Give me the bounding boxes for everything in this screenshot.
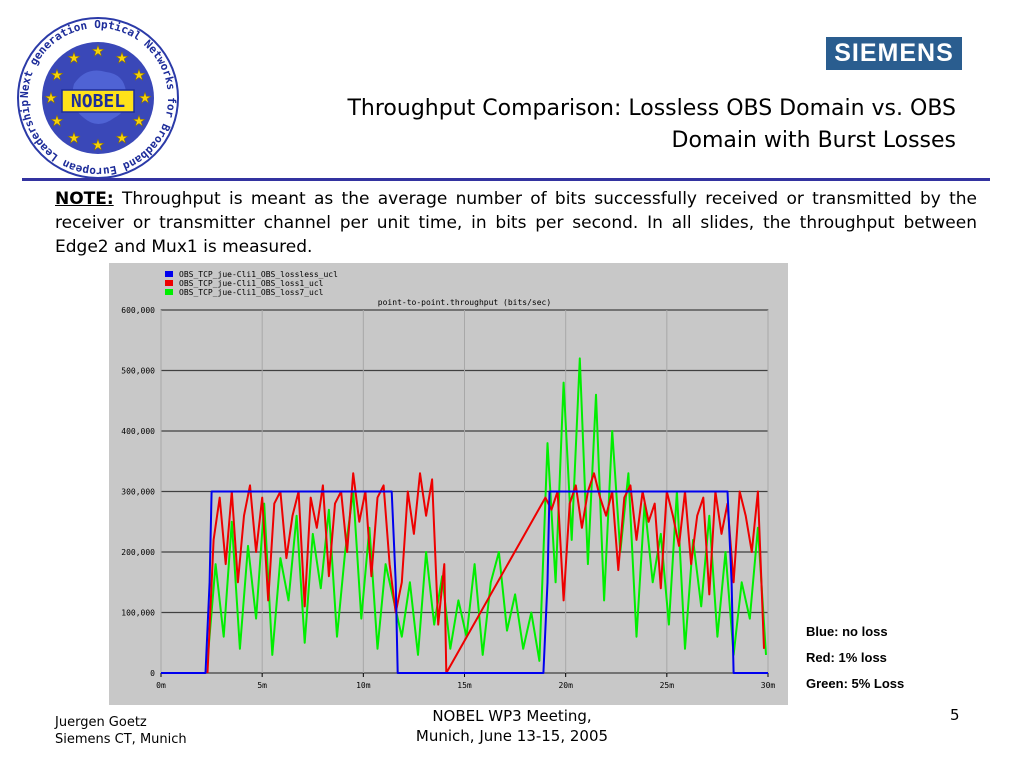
title-divider xyxy=(22,178,990,181)
legend-red: Red: 1% loss xyxy=(806,650,887,665)
x-tick-label: 5m xyxy=(257,681,267,690)
footer-meeting: NOBEL WP3 Meeting, xyxy=(432,707,592,725)
x-tick-label: 10m xyxy=(356,681,371,690)
series-line-0 xyxy=(161,490,768,674)
svg-text:★: ★ xyxy=(132,112,145,130)
nobel-logo: Next generation Optical Networks for Bro… xyxy=(17,17,179,179)
footer-meeting-block: NOBEL WP3 Meeting, Munich, June 13-15, 2… xyxy=(362,706,662,746)
chart-svg: 0 100,000 200,000 300,000 400,000 500,000 600,… xyxy=(109,263,788,705)
siemens-logo: SIEMENS xyxy=(826,37,962,70)
logo-stars: ★ ★ ★ ★ ★ ★ ★ ★ ★ ★ ★ ★ xyxy=(44,42,152,155)
slide-title-line2: Domain with Burst Losses xyxy=(671,128,956,153)
y-tick-label: 400,000 xyxy=(121,427,155,436)
note-paragraph: NOTE: Throughput is meant as the average… xyxy=(55,187,977,259)
legend-green: Green: 5% Loss xyxy=(806,676,905,691)
svg-text:★: ★ xyxy=(91,42,104,60)
x-tick-label: 30m xyxy=(761,681,776,690)
svg-text:★: ★ xyxy=(50,66,63,84)
y-tick-label: 300,000 xyxy=(121,488,155,497)
svg-text:★: ★ xyxy=(67,129,80,147)
loss-legend: Blue: no loss Red: 1% loss Green: 5% Los… xyxy=(806,622,904,700)
svg-text:★: ★ xyxy=(115,129,128,147)
slide-title-line1: Throughput Comparison: Lossless OBS Doma… xyxy=(347,96,956,121)
svg-text:★: ★ xyxy=(132,66,145,84)
x-tick-label: 25m xyxy=(660,681,675,690)
slide-title: Throughput Comparison: Lossless OBS Doma… xyxy=(236,93,956,157)
note-label: NOTE: xyxy=(55,189,114,209)
svg-text:★: ★ xyxy=(67,49,80,67)
y-tick-label: 500,000 xyxy=(121,367,155,376)
footer-place-date: Munich, June 13-15, 2005 xyxy=(415,727,609,745)
logo-center-text: NOBEL xyxy=(71,91,125,112)
throughput-chart: 0 100,000 200,000 300,000 400,000 500,000 600,… xyxy=(109,263,788,705)
svg-text:★: ★ xyxy=(50,112,63,130)
svg-text:★: ★ xyxy=(91,136,104,154)
x-tick-label: 0m xyxy=(156,681,166,690)
legend-blue: Blue: no loss xyxy=(806,624,888,639)
footer-author-block: Juergen Goetz Siemens CT, Munich xyxy=(55,714,187,748)
y-tick-label: 100,000 xyxy=(121,609,155,618)
note-text: Throughput is meant as the average numbe… xyxy=(55,189,977,257)
footer-affiliation: Siemens CT, Munich xyxy=(55,732,187,747)
x-tick-label: 15m xyxy=(457,681,472,690)
y-tick-label: 0 xyxy=(150,669,155,678)
y-tick-label: 600,000 xyxy=(121,306,155,315)
series-line-1 xyxy=(206,472,765,674)
legend-label-2: OBS_TCP_jue-Cli1_OBS_loss7_ucl xyxy=(179,288,324,297)
page-number: 5 xyxy=(950,706,960,724)
svg-text:★: ★ xyxy=(115,49,128,67)
legend-swatch-1 xyxy=(165,280,173,286)
svg-text:★: ★ xyxy=(44,89,57,107)
legend-swatch-0 xyxy=(165,271,173,277)
legend-swatch-2 xyxy=(165,289,173,295)
footer-author: Juergen Goetz xyxy=(55,715,147,730)
series-line-2 xyxy=(206,357,767,662)
x-tick-label: 20m xyxy=(558,681,573,690)
y-tick-label: 200,000 xyxy=(121,548,155,557)
chart-title: point-to-point.throughput (bits/sec) xyxy=(378,298,551,307)
svg-text:★: ★ xyxy=(138,89,151,107)
legend-label-1: OBS_TCP_jue-Cli1_OBS_loss1_ucl xyxy=(179,279,324,288)
legend-label-0: OBS_TCP_jue-Cli1_OBS_lossless_ucl xyxy=(179,270,338,279)
